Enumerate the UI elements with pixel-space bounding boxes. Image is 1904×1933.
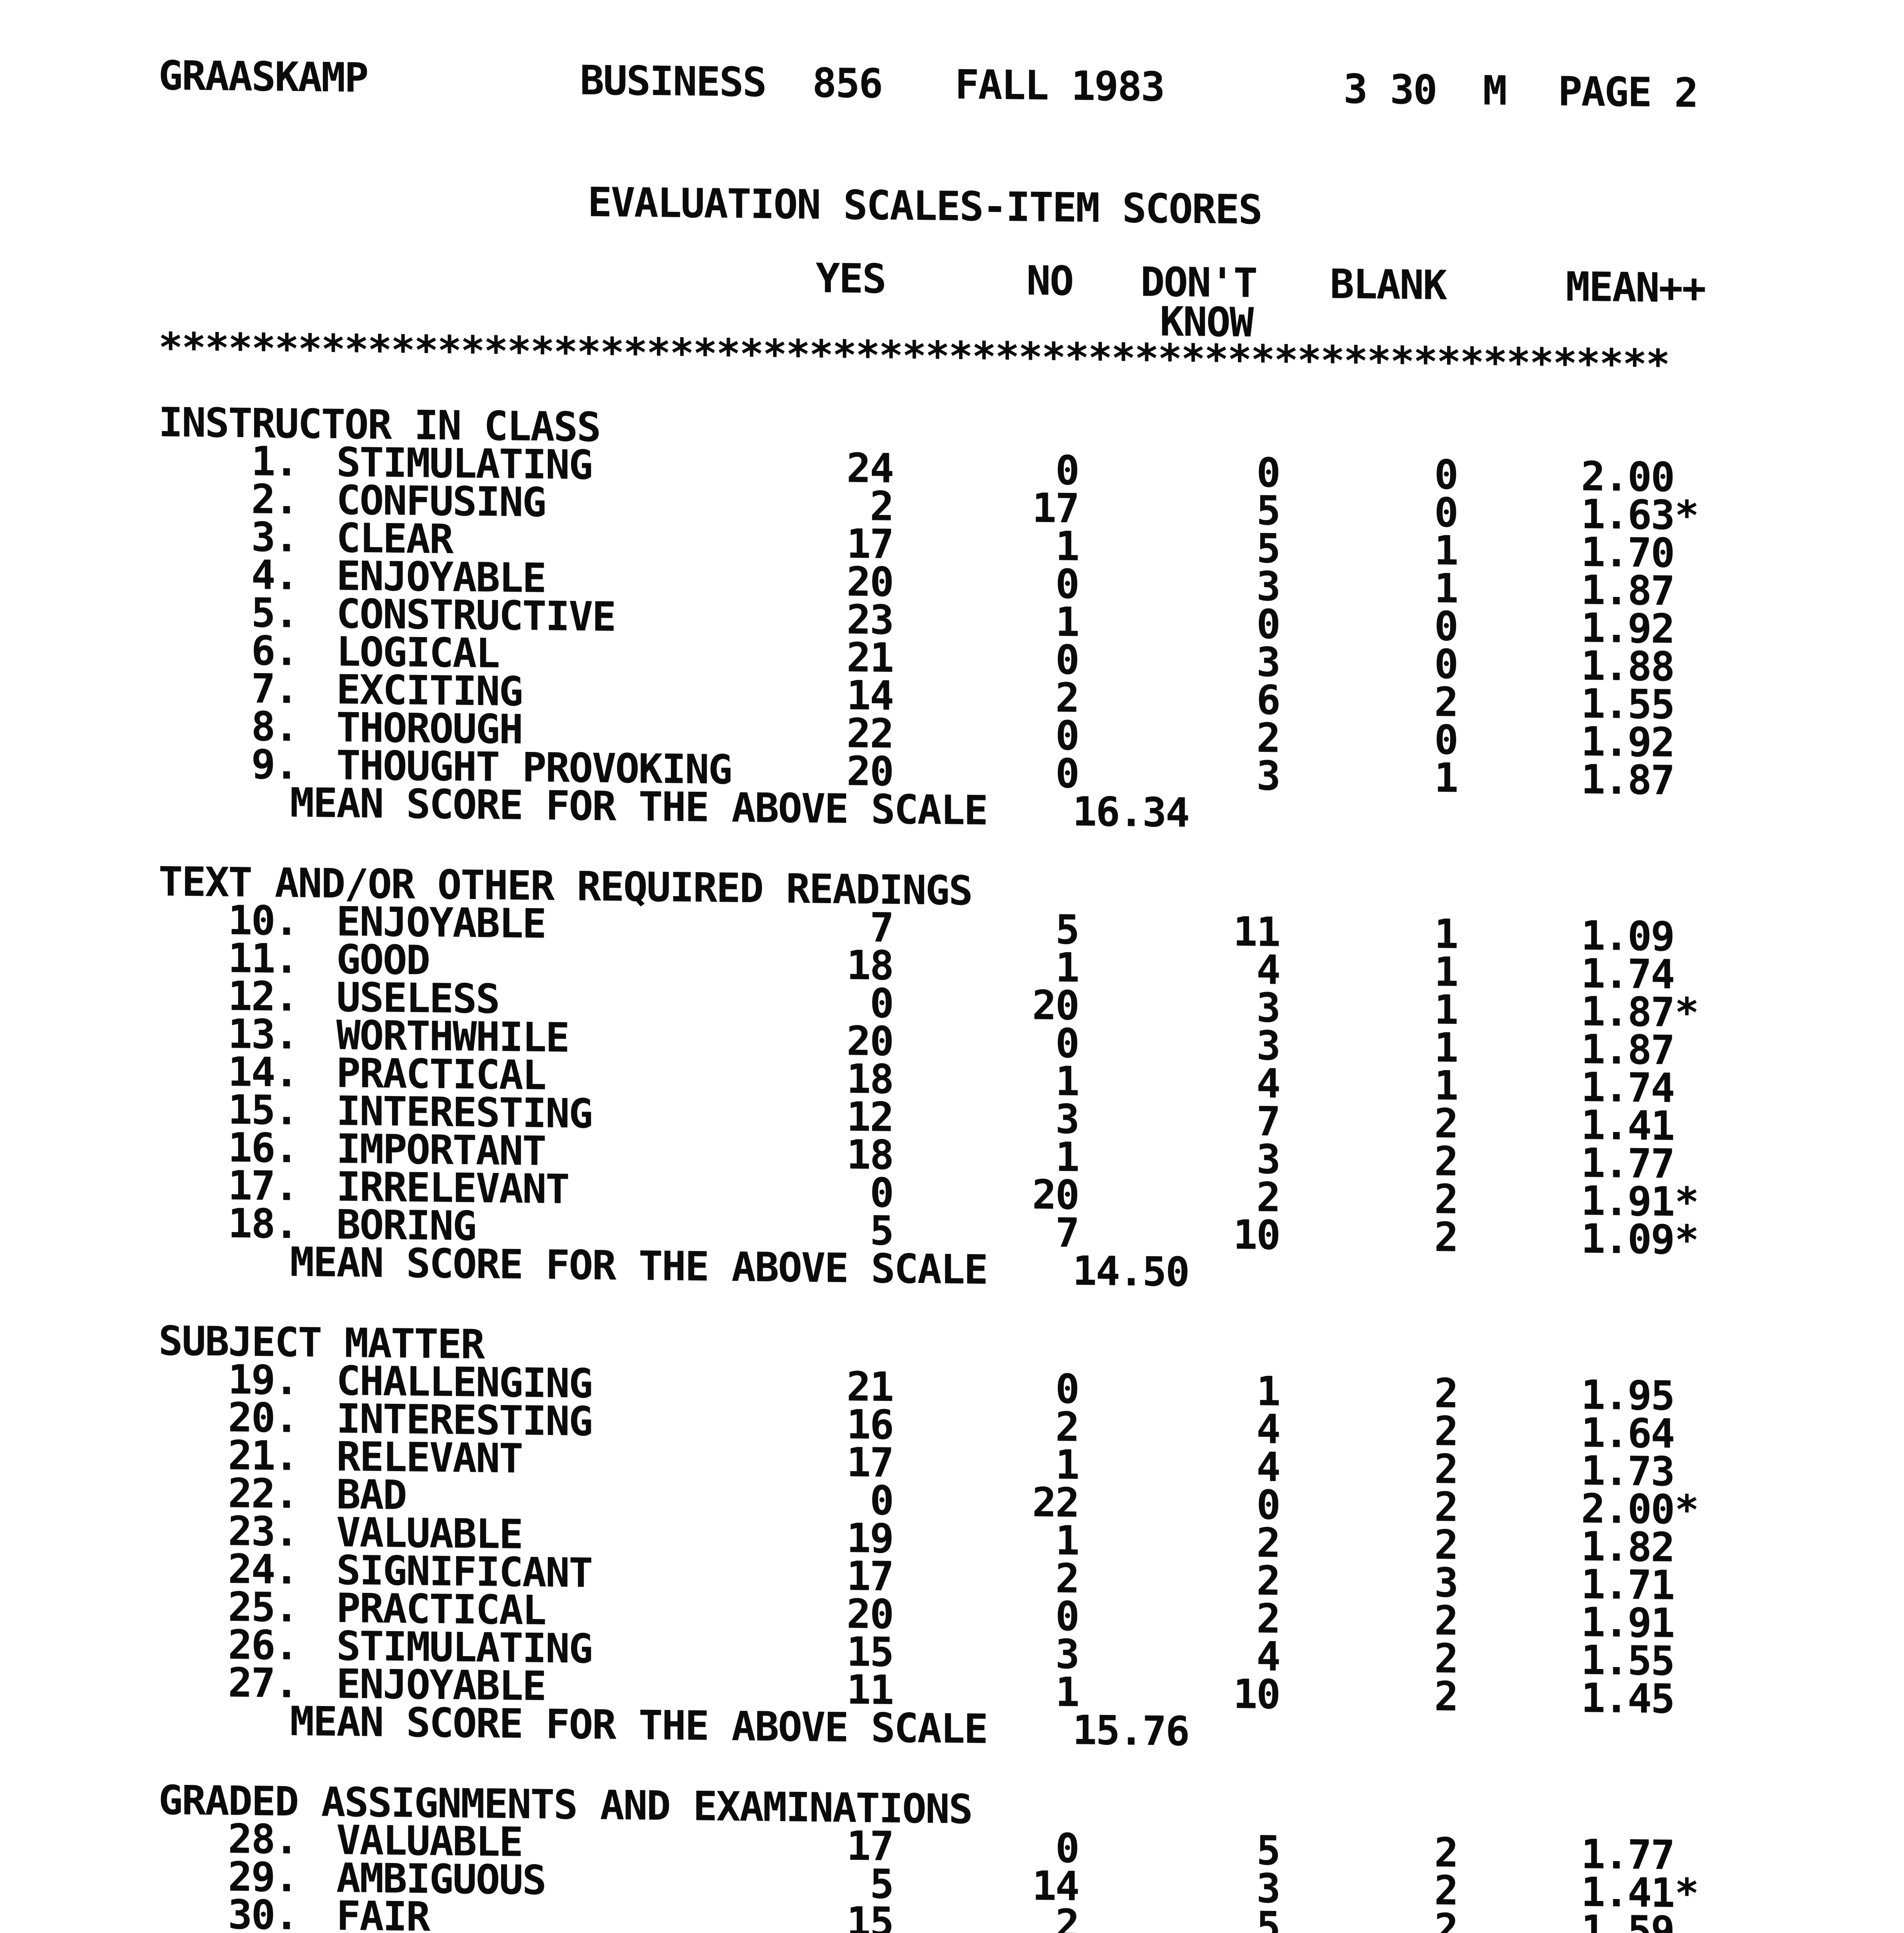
- reverse-flag: *: [1675, 989, 1698, 1036]
- term-label: FALL 1983: [955, 61, 1164, 111]
- reverse-flag: [1675, 646, 1721, 647]
- section: TEXT AND/OR OTHER REQUIRED READINGS MEAN…: [0, 0, 1904, 1295]
- scale-mean-value: 14.50: [1072, 1247, 1189, 1296]
- col-header-mean: MEAN++: [1566, 263, 1705, 312]
- item-number: 30.: [228, 1891, 298, 1933]
- item-number: 18.: [228, 1200, 298, 1248]
- reverse-flag: [1675, 684, 1721, 685]
- item-label: THOUGHT PROVOKING: [336, 741, 731, 793]
- col-header-no: NO: [1026, 257, 1073, 305]
- mean-score: 1.09: [1581, 1215, 1674, 1263]
- no-count: 7: [1055, 1209, 1079, 1257]
- reverse-flag: [1675, 1413, 1721, 1414]
- reverse-flag: [1675, 722, 1721, 723]
- instructor-name: GRAASKAMP: [159, 52, 368, 102]
- session-time: 3 30 M: [1343, 65, 1506, 114]
- mean-score: 1.59: [1581, 1906, 1674, 1933]
- yes-count: 5: [869, 1207, 893, 1255]
- yes-count: 15: [846, 1898, 893, 1933]
- dont-know-count: 3: [1256, 752, 1280, 799]
- no-count: 2: [1055, 1900, 1079, 1933]
- col-header-yes: YES: [816, 254, 886, 303]
- scale-mean-value: 16.34: [1072, 788, 1189, 837]
- separator-row: ****************************************…: [159, 324, 1669, 388]
- item-label: FAIR: [336, 1892, 430, 1933]
- report-title: EVALUATION SCALES-ITEM SCORES: [588, 178, 1262, 234]
- table-column-headers: YES NO DON'T KNOW BLANK MEAN++: [0, 0, 1904, 346]
- blank-count: 1: [1434, 754, 1457, 802]
- mean-score: 1.45: [1581, 1674, 1674, 1723]
- yes-count: 11: [846, 1666, 893, 1714]
- reverse-flag: [1675, 1451, 1721, 1452]
- reverse-flag: *: [1675, 1216, 1698, 1264]
- course-name: BUSINESS 856: [580, 56, 882, 107]
- blank-count: 2: [1434, 1213, 1457, 1261]
- reverse-flag: [1675, 916, 1721, 917]
- reverse-flag: *: [1675, 491, 1698, 539]
- item-number: 9.: [251, 740, 298, 789]
- report-header: GRAASKAMP BUSINESS 856 FALL 1983 3 30 M …: [0, 0, 1904, 116]
- blank-count: 2: [1434, 1672, 1457, 1720]
- page-number: PAGE 2: [1558, 68, 1698, 117]
- item-label: ENJOYABLE: [336, 1660, 546, 1710]
- blank-count: 2: [1434, 1904, 1457, 1933]
- col-header-dont: DON'T: [1140, 258, 1257, 307]
- dont-know-count: 10: [1233, 1670, 1280, 1718]
- reverse-flag: *: [1675, 1869, 1698, 1917]
- section: SUBJECT MATTER MEAN SCORE FOR THE ABOVE …: [0, 0, 1904, 1755]
- reverse-flag: *: [1675, 1486, 1698, 1534]
- section: INSTRUCTOR IN CLASS MEAN SCORE FOR THE A…: [0, 0, 1904, 836]
- dont-know-count: 5: [1256, 1902, 1280, 1933]
- dont-know-count: 10: [1233, 1211, 1280, 1259]
- item-label: BORING: [336, 1201, 476, 1250]
- reverse-flag: [1675, 954, 1721, 955]
- mean-score: 1.87: [1581, 755, 1674, 804]
- yes-count: 20: [846, 747, 893, 795]
- item-number: 27.: [228, 1659, 298, 1707]
- no-count: 1: [1055, 1668, 1079, 1716]
- col-header-blank: BLANK: [1330, 260, 1446, 309]
- no-count: 0: [1055, 750, 1079, 798]
- scale-mean-value: 15.76: [1072, 1706, 1189, 1755]
